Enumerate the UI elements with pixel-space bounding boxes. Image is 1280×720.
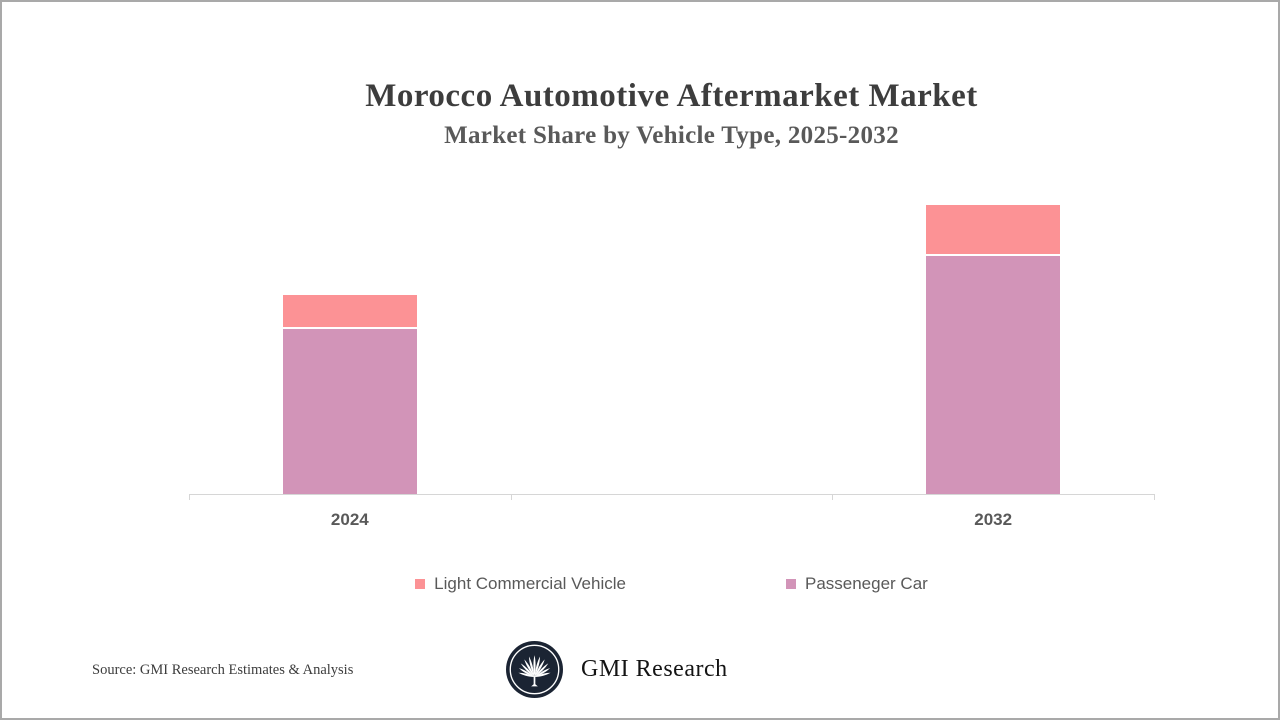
gmi-research-logo-icon xyxy=(506,641,563,698)
legend-label: Passeneger Car xyxy=(804,574,928,593)
chart-legend: Light Commercial Vehicle Passeneger Car xyxy=(189,572,1154,596)
legend-item-light-commercial-vehicle: Light Commercial Vehicle xyxy=(415,574,626,594)
brand-name: GMI Research xyxy=(581,656,728,682)
legend-item-passeneger-car: Passeneger Car xyxy=(785,574,928,594)
x-axis-label-2024: 2024 xyxy=(330,510,369,529)
x-axis-label-2032: 2032 xyxy=(974,510,1013,529)
bar-segment-light-commercial-vehicle-2024 xyxy=(282,294,417,327)
x-axis-tick xyxy=(832,494,834,500)
legend-swatch-light-commercial-vehicle xyxy=(415,579,426,589)
bar-segment-passeneger-car-2032 xyxy=(926,256,1061,494)
x-axis-tick xyxy=(1154,494,1155,500)
brand-lockup: GMI Research xyxy=(506,641,728,698)
chart-subtitle: Market Share by Vehicle Type, 2025-2032 xyxy=(444,122,899,149)
source-note: Source: GMI Research Estimates & Analysi… xyxy=(92,662,354,678)
bar-segment-light-commercial-vehicle-2032 xyxy=(926,204,1061,255)
x-axis-line xyxy=(189,494,1154,495)
bar-segment-passeneger-car-2024 xyxy=(282,328,417,494)
plot-area: 2024 2032 xyxy=(189,172,1155,529)
x-axis-tick xyxy=(189,494,190,500)
chart-title: Morocco Automotive Aftermarket Market xyxy=(365,78,978,114)
legend-swatch-passeneger-car xyxy=(785,579,796,589)
legend-label: Light Commercial Vehicle xyxy=(434,574,626,593)
x-axis-tick xyxy=(510,494,512,500)
